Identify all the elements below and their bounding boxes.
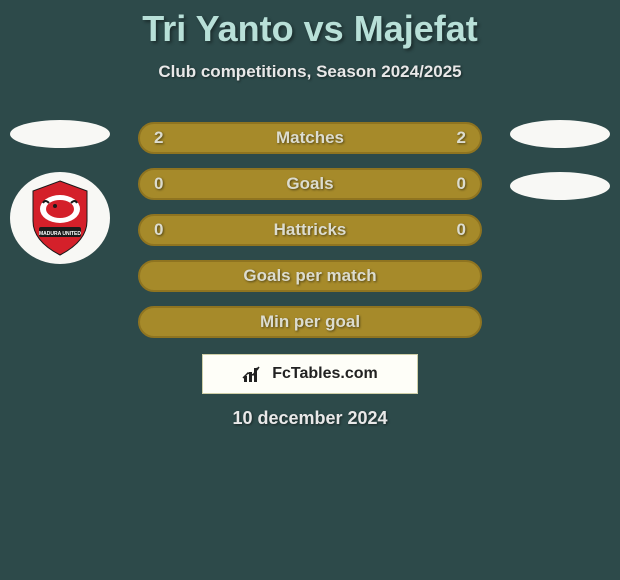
madura-united-crest-icon: MADURA UNITED bbox=[25, 179, 95, 257]
stat-left-value: 0 bbox=[154, 220, 163, 240]
right-badge-ellipse-1 bbox=[510, 120, 610, 148]
stat-label: Matches bbox=[276, 128, 344, 148]
stat-right-value: 0 bbox=[457, 220, 466, 240]
stat-left-value: 2 bbox=[154, 128, 163, 148]
right-badge-column bbox=[510, 120, 610, 224]
stat-left-value: 0 bbox=[154, 174, 163, 194]
bar-chart-icon bbox=[242, 364, 266, 384]
stat-row-min-per-goal: Min per goal bbox=[138, 306, 482, 338]
stat-row-hattricks: 0 Hattricks 0 bbox=[138, 214, 482, 246]
stat-label: Goals per match bbox=[243, 266, 376, 286]
stats-table: 2 Matches 2 0 Goals 0 0 Hattricks 0 Goal… bbox=[138, 122, 482, 352]
stat-label: Min per goal bbox=[260, 312, 360, 332]
right-badge-ellipse-2 bbox=[510, 172, 610, 200]
svg-text:MADURA UNITED: MADURA UNITED bbox=[39, 231, 81, 237]
stat-row-goals: 0 Goals 0 bbox=[138, 168, 482, 200]
fctables-brand-text: FcTables.com bbox=[272, 365, 378, 383]
stat-row-matches: 2 Matches 2 bbox=[138, 122, 482, 154]
subtitle: Club competitions, Season 2024/2025 bbox=[0, 62, 620, 82]
stat-right-value: 0 bbox=[457, 174, 466, 194]
left-club-crest: MADURA UNITED bbox=[10, 172, 110, 264]
date-text: 10 december 2024 bbox=[232, 408, 387, 429]
stat-row-goals-per-match: Goals per match bbox=[138, 260, 482, 292]
player2-name: Majefat bbox=[354, 8, 478, 49]
comparison-title: Tri Yanto vs Majefat bbox=[0, 0, 620, 50]
fctables-watermark: FcTables.com bbox=[202, 354, 418, 394]
left-badge-column: MADURA UNITED bbox=[10, 120, 110, 264]
vs-text: vs bbox=[304, 8, 344, 49]
stat-right-value: 2 bbox=[457, 128, 466, 148]
stat-label: Hattricks bbox=[274, 220, 347, 240]
left-badge-ellipse bbox=[10, 120, 110, 148]
player1-name: Tri Yanto bbox=[142, 8, 293, 49]
stat-label: Goals bbox=[286, 174, 333, 194]
